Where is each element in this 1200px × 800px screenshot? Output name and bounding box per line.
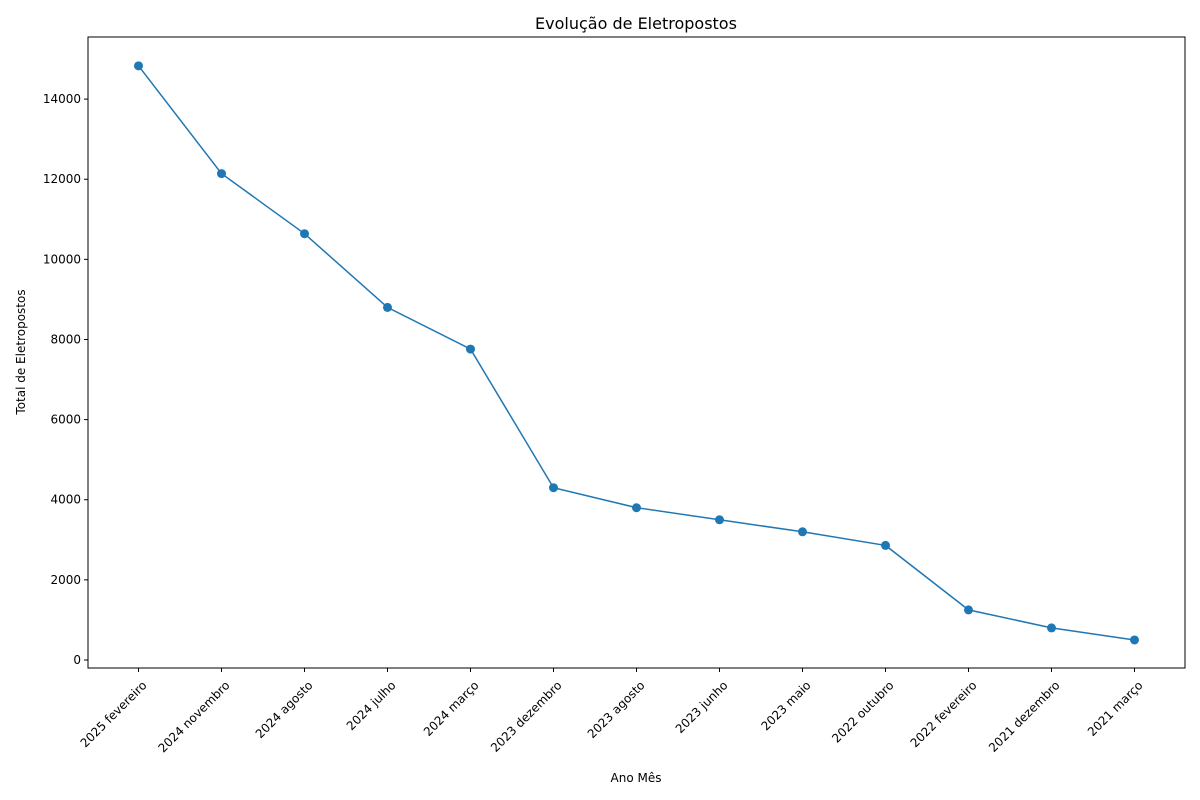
series-markers — [134, 61, 1139, 645]
data-point — [1130, 635, 1139, 645]
data-point — [964, 605, 973, 615]
y-tick-label: 10000 — [43, 252, 81, 266]
y-tick-label: 4000 — [50, 493, 81, 507]
y-tick-label: 0 — [73, 653, 81, 667]
chart-title: Evolução de Eletropostos — [535, 14, 737, 33]
y-axis-label: Total de Eletropostos — [14, 289, 28, 415]
y-tick-label: 8000 — [50, 332, 81, 346]
y-tick-label: 14000 — [43, 92, 81, 106]
axes-frame — [87, 36, 1186, 669]
data-point — [383, 302, 392, 312]
data-point — [1047, 623, 1056, 633]
data-point — [549, 483, 558, 493]
data-point — [881, 540, 890, 550]
y-tick-label: 12000 — [43, 172, 81, 186]
data-point — [300, 229, 309, 239]
data-point — [134, 61, 143, 71]
data-point — [217, 169, 226, 179]
y-tick-label: 2000 — [50, 573, 81, 587]
y-axis-ticks: 0 2000 4000 6000 8000 10000 12000 14000 — [43, 92, 88, 667]
data-point — [632, 503, 641, 513]
data-point — [798, 527, 807, 537]
y-tick-label: 6000 — [50, 413, 81, 427]
x-axis-label: Ano Mês — [611, 771, 662, 785]
data-point — [715, 515, 724, 525]
data-point — [466, 344, 475, 354]
